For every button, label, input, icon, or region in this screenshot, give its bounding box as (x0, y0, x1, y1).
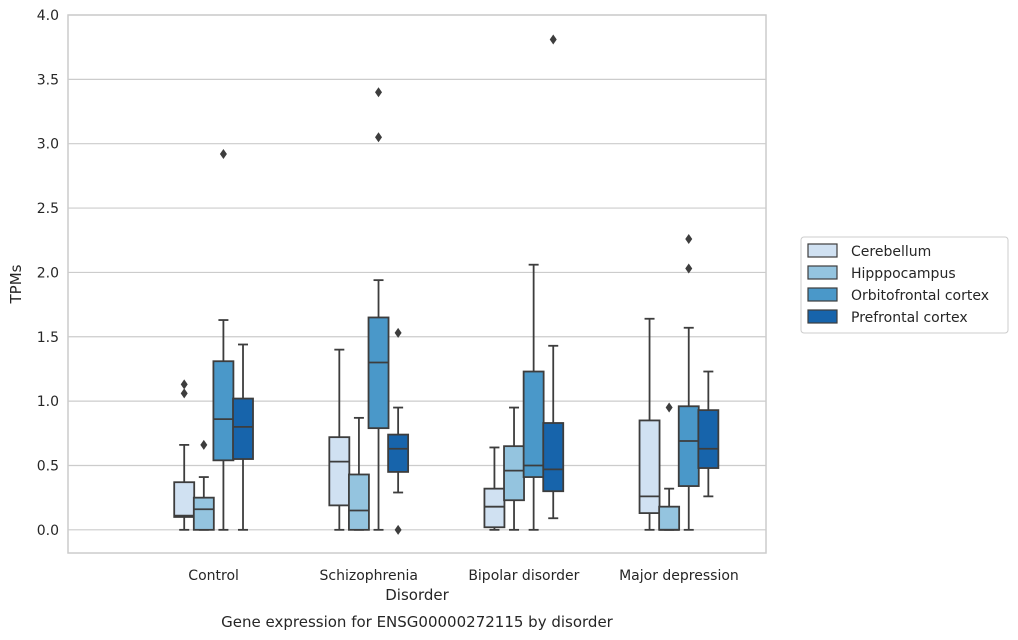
box-cerebellum (483, 446, 506, 531)
box-body (503, 445, 525, 502)
box-series (173, 34, 720, 535)
y-tick-label: 2.5 (37, 201, 59, 217)
box-cerebellum (638, 317, 661, 531)
outlier-point (200, 439, 208, 450)
outlier-point (394, 524, 402, 535)
box-orbitofrontal-cortex (522, 263, 545, 531)
x-tick-labels: Control Schizophrenia Bipolar disorder Majo… (188, 568, 738, 584)
box-body (367, 316, 390, 430)
chart-caption: Gene expression for ENSG00000272115 by d… (221, 613, 614, 631)
box-body (328, 436, 351, 507)
y-tick-label: 0.5 (37, 458, 59, 474)
box-orbitofrontal-cortex (212, 149, 235, 531)
box-body (522, 370, 545, 478)
box-body (192, 496, 215, 531)
box-body (232, 397, 254, 460)
box-orbitofrontal-cortex (367, 87, 390, 531)
legend-label: Cerebellum (851, 244, 931, 260)
box-orbitofrontal-cortex (677, 233, 700, 531)
x-tick-label: Major depression (619, 568, 739, 584)
outlier-point (665, 402, 673, 413)
box-body (677, 405, 700, 487)
outlier-point (685, 233, 693, 244)
box-body (658, 505, 681, 531)
y-tick-label: 4.0 (37, 8, 59, 24)
box-body (212, 360, 235, 462)
box-hipppocampus (658, 402, 681, 531)
legend: Cerebellum Hipppocampus Orbitofrontal cort… (800, 236, 1009, 334)
box-cerebellum (328, 348, 351, 531)
box-body (638, 419, 661, 515)
y-axis-title: TPMs (7, 264, 25, 304)
x-tick-label: Bipolar disorder (468, 568, 579, 584)
outlier-point (219, 149, 227, 160)
legend-swatch (807, 265, 838, 280)
box-prefrontal-cortex (232, 343, 254, 531)
y-tick-label: 1.0 (37, 394, 59, 410)
legend-swatch (807, 287, 838, 302)
box-body (697, 409, 720, 469)
legend-swatch (807, 243, 838, 258)
outlier-point (180, 379, 188, 390)
box-body (387, 433, 410, 473)
y-tick-label: 3.0 (37, 137, 59, 153)
legend-frame (800, 236, 1009, 334)
plot-area-frame (67, 14, 767, 554)
y-tick-labels: 0.0 0.5 1.0 1.5 2.0 2.5 3.0 3.5 4.0 (37, 8, 59, 539)
box-prefrontal-cortex (387, 327, 410, 535)
box-body (348, 473, 370, 531)
box-prefrontal-cortex (542, 34, 565, 520)
box-prefrontal-cortex (697, 370, 720, 498)
legend-label: Orbitofrontal cortex (851, 288, 989, 304)
outlier-point (375, 132, 383, 143)
outlier-point (180, 388, 188, 399)
gridlines (68, 14, 766, 531)
box-cerebellum (173, 379, 196, 531)
y-tick-label: 2.0 (37, 265, 59, 281)
legend-label: Hipppocampus (851, 266, 956, 282)
box-body (173, 481, 196, 518)
legend-label: Prefrontal cortex (851, 310, 968, 326)
x-tick-label: Schizophrenia (320, 568, 418, 584)
box-body (542, 422, 565, 493)
x-axis-title: Disorder (385, 586, 449, 604)
y-tick-label: 3.5 (37, 72, 59, 88)
box-hipppocampus (192, 439, 215, 531)
y-tick-label: 0.0 (37, 523, 59, 539)
outlier-point (375, 87, 383, 98)
box-hipppocampus (348, 416, 370, 531)
legend-swatch (807, 309, 838, 324)
y-tick-label: 1.5 (37, 330, 59, 346)
box-body (483, 487, 506, 529)
x-tick-label: Control (188, 568, 239, 584)
outlier-point (685, 263, 693, 274)
outlier-point (549, 34, 557, 45)
outlier-point (394, 327, 402, 338)
box-hipppocampus (503, 406, 525, 531)
